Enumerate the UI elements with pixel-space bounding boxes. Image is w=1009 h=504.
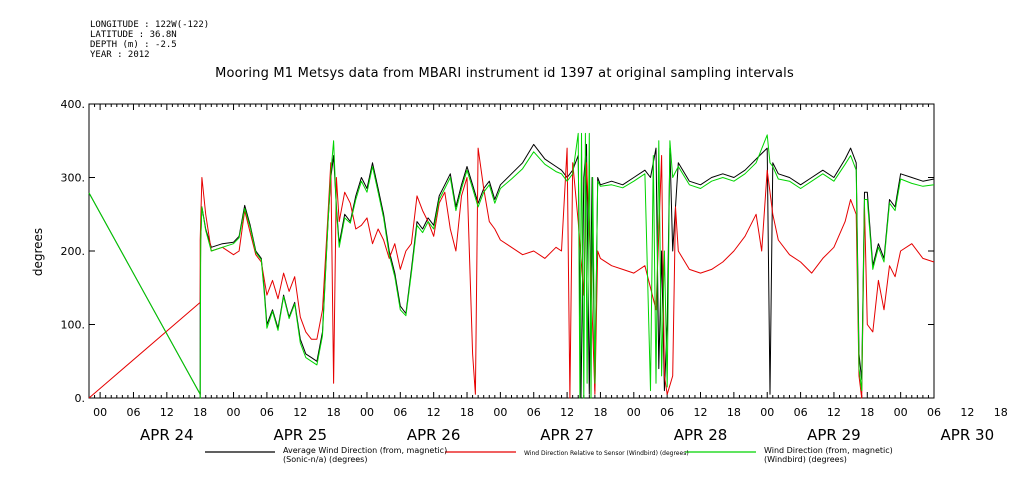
x-tick-label: 18: [860, 406, 874, 419]
legend-label-2: Wind Direction Relative to Sensor (Windb…: [524, 450, 689, 457]
x-tick-label: 06: [927, 406, 941, 419]
x-tick-label: 12: [160, 406, 174, 419]
x-tick-label: 18: [593, 406, 607, 419]
x-day-label: APR 29: [807, 426, 861, 444]
x-tick-label: 06: [527, 406, 541, 419]
x-tick-label: 06: [260, 406, 274, 419]
y-axis-label: degrees: [31, 228, 45, 276]
meta-latitude: LATITUDE : 36.8N: [90, 30, 177, 40]
x-tick-label: 12: [560, 406, 574, 419]
x-tick-label: 00: [360, 406, 374, 419]
x-tick-label: 18: [460, 406, 474, 419]
meta-year: YEAR : 2012: [90, 50, 150, 60]
x-tick-label: 06: [393, 406, 407, 419]
x-day-label: APR 25: [273, 426, 327, 444]
series-line-2: [88, 147, 935, 399]
x-tick-label: 18: [727, 406, 741, 419]
y-tick-label: 100.: [61, 319, 86, 332]
series-line-3: [88, 132, 935, 399]
x-tick-label: 06: [794, 406, 808, 419]
legend-label-3: Wind Direction (from, magnetic) (Windbir…: [764, 446, 893, 464]
x-tick-label: 00: [760, 406, 774, 419]
x-day-label: APR 28: [674, 426, 728, 444]
chart-title: Mooring M1 Metsys data from MBARI instru…: [215, 66, 794, 81]
x-day-label: APR 27: [540, 426, 594, 444]
x-day-label: APR 24: [140, 426, 194, 444]
x-tick-label: 06: [126, 406, 140, 419]
series-line-1: [88, 143, 935, 399]
x-day-label: APR 30: [941, 426, 995, 444]
x-tick-label: 00: [227, 406, 241, 419]
meta-depth: DEPTH (m) : -2.5: [90, 40, 177, 50]
x-tick-label: 12: [960, 406, 974, 419]
legend-label-1: Average Wind Direction (from, magnetic) …: [283, 446, 448, 464]
y-tick-label: 400.: [61, 98, 86, 111]
meta-longitude: LONGITUDE : 122W(-122): [90, 20, 210, 30]
x-tick-label: 12: [427, 406, 441, 419]
x-tick-label: 00: [894, 406, 908, 419]
x-tick-label: 00: [493, 406, 507, 419]
plot-border: [88, 103, 935, 399]
x-tick-label: 12: [293, 406, 307, 419]
axis-ticks: [88, 103, 935, 399]
metadata-block: LONGITUDE : 122W(-122) LATITUDE : 36.8N …: [90, 20, 209, 60]
axis-labels: 0. 100. 200. 300. 400. 00 06 12 18 00 06 12 18 00 06 12…: [61, 98, 1008, 444]
x-tick-label: 12: [827, 406, 841, 419]
y-tick-label: 200.: [61, 245, 86, 258]
x-tick-label: 00: [93, 406, 107, 419]
x-tick-label: 12: [694, 406, 708, 419]
plot-frame: [88, 103, 935, 399]
x-tick-label: 06: [660, 406, 674, 419]
x-tick-label: 18: [994, 406, 1008, 419]
series-layer: [88, 132, 935, 399]
x-tick-label: 18: [193, 406, 207, 419]
x-tick-label: 18: [327, 406, 341, 419]
y-tick-label: 0.: [75, 392, 86, 405]
x-tick-label: 00: [627, 406, 641, 419]
x-day-label: APR 26: [407, 426, 461, 444]
y-tick-label: 300.: [61, 172, 86, 185]
